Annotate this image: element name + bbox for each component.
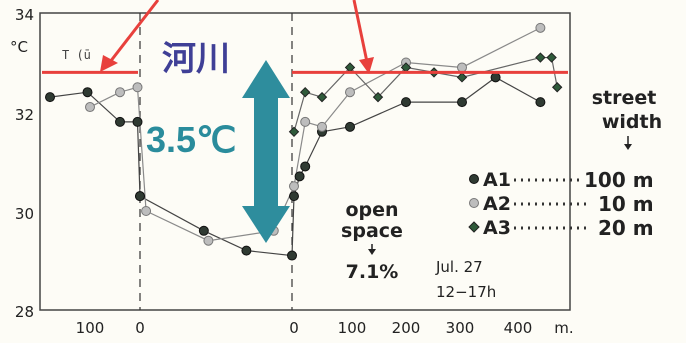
legend-width-a1: 100 m — [584, 168, 654, 192]
data-point-a1-7 — [241, 245, 252, 256]
x-tick-right-200: 200 — [392, 319, 421, 337]
data-point-a3-1 — [299, 86, 311, 98]
legend-name-a2: A2 — [483, 193, 511, 215]
data-point-a3-10 — [551, 82, 563, 93]
data-point-a2-0 — [85, 102, 95, 113]
y-tick-28: 28 — [15, 303, 34, 321]
data-point-a1-1 — [82, 87, 93, 98]
data-point-a2-8 — [317, 121, 327, 132]
data-point-a3-0 — [288, 126, 300, 138]
data-point-a2-6 — [289, 181, 299, 192]
legend: A1 100 m A2 10 m A3 20 m — [468, 168, 654, 240]
street-width-title-line1: street — [592, 87, 657, 109]
data-point-a1-5 — [135, 191, 145, 202]
difference-arrow-head-up — [242, 60, 290, 98]
data-point-a2-3 — [141, 206, 152, 216]
x-tick-right-100: 100 — [338, 319, 367, 337]
x-unit: m. — [554, 319, 573, 337]
x-tick-right-0: 0 — [289, 319, 299, 337]
open-space-value: 7.1% — [346, 261, 399, 283]
temperature-difference-label: 3.5℃ — [146, 119, 236, 160]
river-label: 河川 — [162, 39, 230, 79]
plot-frame — [39, 12, 571, 311]
data-point-a1-13 — [345, 121, 355, 132]
right-pointer-arrow-shaft — [352, 0, 369, 63]
open-space-label-line2: space — [341, 220, 403, 242]
data-point-a1-17 — [535, 97, 546, 108]
street-width-pointer-head — [624, 144, 632, 150]
legend-width-a2: 10 m — [598, 192, 654, 216]
data-point-a2-12 — [535, 22, 546, 33]
data-point-a2-11 — [457, 62, 467, 73]
data-point-a1-10 — [294, 171, 305, 182]
left-pointer-arrow-head — [100, 55, 118, 72]
legend-name-a3: A3 — [483, 217, 511, 239]
data-point-a1-6 — [198, 225, 209, 236]
series-line-a1 — [49, 76, 541, 257]
legend-marker-a3 — [468, 221, 480, 233]
data-point-a1-0 — [45, 92, 55, 103]
data-point-a2-9 — [345, 87, 355, 98]
right-pointer-arrow-head — [359, 57, 374, 74]
data-point-a1-9 — [289, 191, 299, 202]
x-tick-right-300: 300 — [446, 319, 475, 337]
y-tick-32: 32 — [15, 106, 34, 124]
x-tick-left-100: 100 — [76, 319, 105, 337]
difference-arrow-head-down — [242, 206, 290, 243]
reference-label: T (ū — [62, 48, 91, 62]
open-space-label-line1: open — [345, 199, 398, 221]
data-point-a3-8 — [535, 52, 546, 63]
legend-width-a3: 20 m — [598, 216, 654, 240]
x-tick-right-400: 400 — [504, 319, 533, 337]
street-width-title-line2: width — [602, 111, 662, 133]
data-point-a1-11 — [300, 161, 311, 172]
series-line-a3 — [293, 56, 558, 132]
data-point-a2-7 — [300, 116, 311, 127]
data-point-a3-2 — [316, 91, 328, 103]
y-tick-34: 34 — [15, 6, 34, 24]
y-unit: °C — [10, 38, 28, 56]
time-text: 12−17h — [436, 283, 496, 301]
legend-marker-a2 — [469, 198, 479, 208]
data-point-a2-4 — [203, 235, 214, 246]
legend-name-a1: A1 — [483, 169, 511, 191]
left-pointer-arrow-shaft — [108, 0, 160, 63]
legend-marker-a1 — [469, 174, 479, 184]
data-point-a3-9 — [546, 52, 557, 63]
data-point-a3-4 — [372, 91, 384, 103]
data-point-a2-1 — [115, 87, 125, 98]
y-tick-30: 30 — [15, 205, 34, 223]
x-tick-left-0: 0 — [135, 319, 145, 337]
data-point-a1-16 — [490, 72, 501, 83]
open-space-pointer-head — [368, 249, 376, 255]
date-text: Jul. 27 — [435, 258, 483, 276]
series-lines — [49, 27, 558, 257]
data-point-a3-7 — [456, 72, 468, 83]
data-point-a1-2 — [115, 116, 125, 127]
data-point-a1-14 — [401, 97, 411, 108]
data-point-a1-3 — [132, 116, 143, 127]
data-point-a1-15 — [457, 97, 467, 108]
data-point-a1-8 — [287, 250, 297, 261]
difference-arrow-shaft — [254, 88, 278, 214]
data-point-a2-2 — [132, 82, 143, 93]
